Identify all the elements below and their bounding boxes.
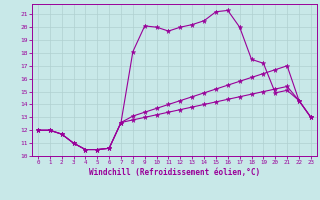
X-axis label: Windchill (Refroidissement éolien,°C): Windchill (Refroidissement éolien,°C) [89, 168, 260, 177]
